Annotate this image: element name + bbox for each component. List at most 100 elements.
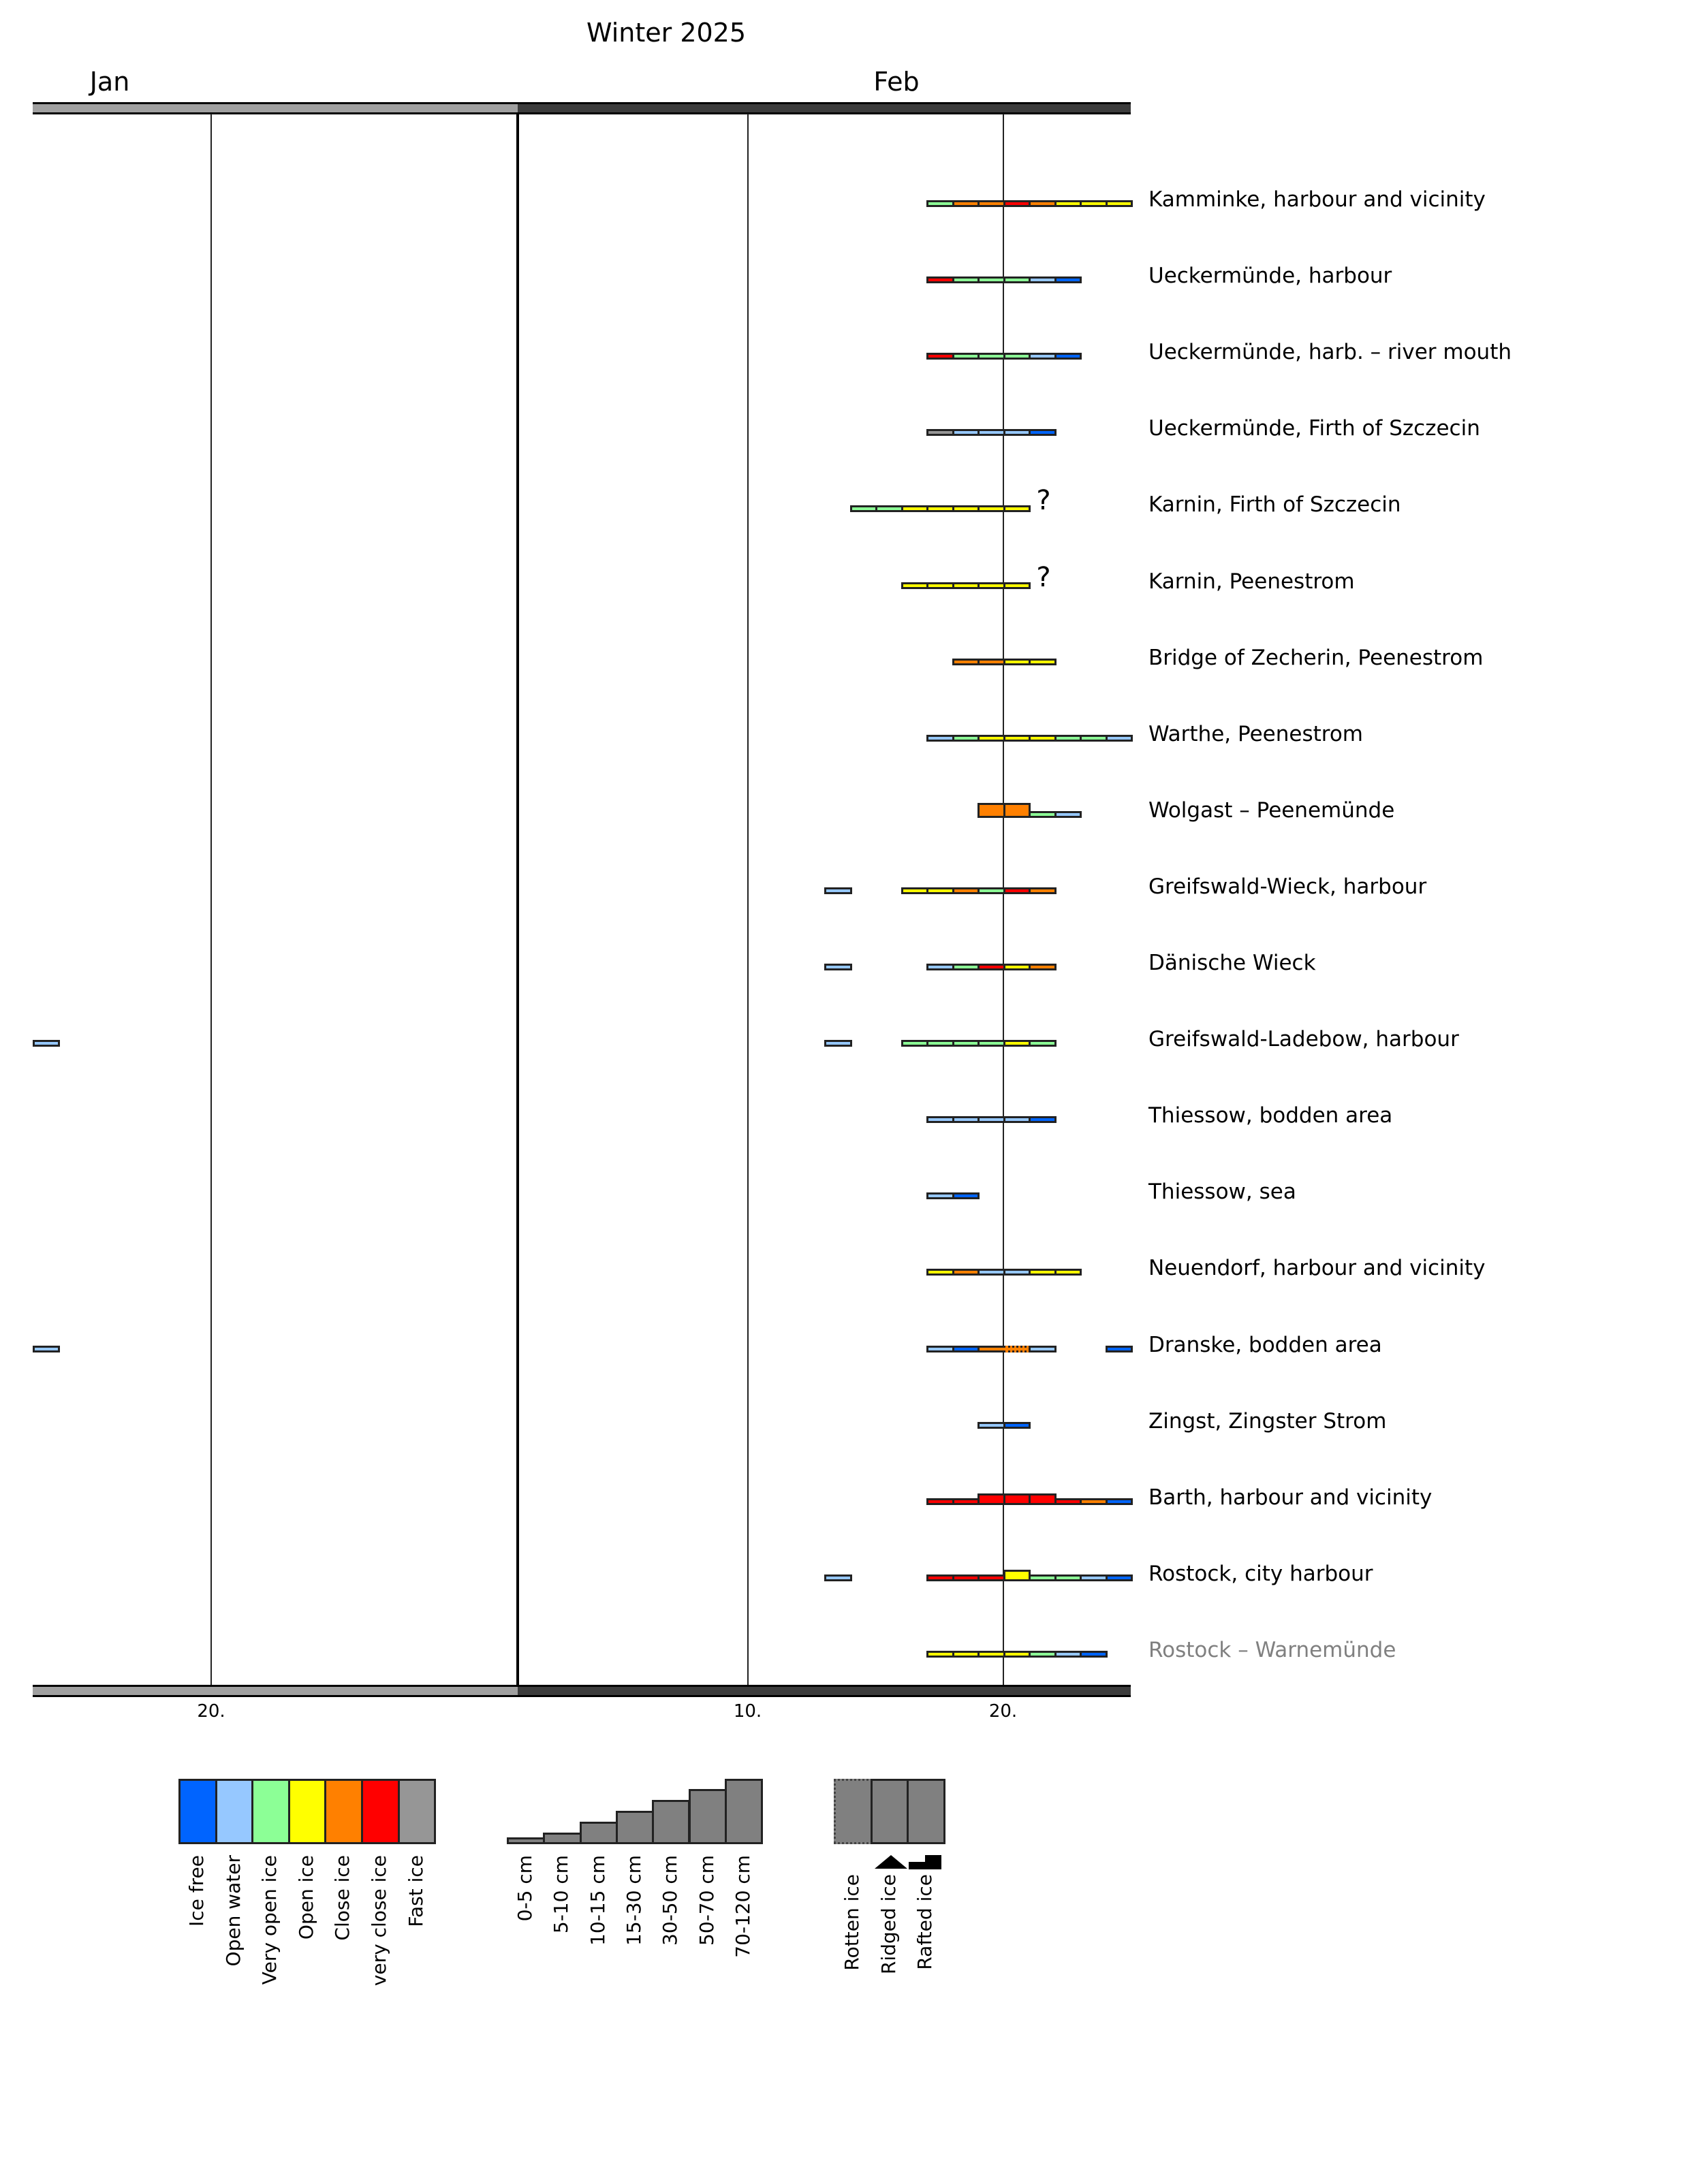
ice-cell-very-close-ice	[1003, 887, 1031, 894]
station-label: Ueckermünde, harbour	[1148, 264, 1392, 289]
ice-cell-close-ice	[1029, 200, 1057, 207]
ice-cell-very-close-ice	[1003, 1493, 1031, 1505]
station-label: Barth, harbour and vicinity	[1148, 1485, 1433, 1510]
ice-cell-open-water	[926, 1192, 954, 1200]
ice-cell-open-water	[824, 964, 852, 970]
legend-label: Ice free	[185, 1855, 208, 1927]
legend-thickness-bar	[507, 1837, 546, 1844]
ice-cell-very-close-ice	[1054, 1498, 1082, 1505]
ice-cell-very-close-ice	[1029, 1493, 1057, 1505]
legend-label: Ridged ice	[877, 1874, 900, 1975]
legend-thickness-bar	[688, 1789, 727, 1844]
legend-form-box	[907, 1779, 946, 1844]
legend-swatch-open-water	[215, 1779, 254, 1844]
ice-cell-open-ice	[926, 1269, 954, 1276]
legend-label: Rafted ice	[913, 1874, 937, 1970]
month-band-feb-bottom	[518, 1685, 1131, 1697]
ice-cell-open-water	[1054, 810, 1082, 818]
ice-cell-open-ice	[1003, 582, 1031, 589]
station-label: Ueckermünde, Firth of Szczecin	[1148, 416, 1480, 441]
ice-cell-close-ice	[977, 802, 1005, 818]
ice-cell-very-open-ice	[1003, 353, 1031, 360]
ice-cell-open-ice	[1029, 658, 1057, 665]
legend-label: 10-15 cm	[586, 1855, 609, 1946]
station-label: Ueckermünde, harb. – river mouth	[1148, 340, 1512, 365]
gridline	[210, 114, 212, 1685]
ice-cell-open-water	[977, 429, 1005, 437]
ice-cell-ice-free	[952, 1192, 980, 1200]
ice-cell-open-ice	[977, 582, 1005, 589]
legend-label: very close ice	[368, 1855, 390, 1987]
ice-cell-very-open-ice	[977, 276, 1005, 284]
legend-swatch-very-open-ice	[251, 1779, 290, 1844]
ice-cell-close-ice	[952, 200, 980, 207]
ice-cell-very-open-ice	[875, 505, 903, 513]
ice-cell-open-ice	[926, 582, 954, 589]
ice-cell-open-ice	[952, 582, 980, 589]
legend-swatch-very-close-ice	[361, 1779, 400, 1844]
ice-cell-ice-free	[1054, 276, 1082, 284]
ice-cell-open-water	[1029, 353, 1057, 360]
ice-cell-ice-free	[1105, 1345, 1133, 1352]
ice-cell-ice-free	[1080, 1650, 1108, 1658]
ice-cell-open-ice	[1029, 1269, 1057, 1276]
tick-label: 20.	[197, 1701, 225, 1722]
ice-cell-open-water	[926, 964, 954, 970]
legend-label: 15-30 cm	[622, 1855, 645, 1946]
ice-cell-very-open-ice	[977, 887, 1005, 894]
ice-cell-very-close-ice	[977, 1574, 1005, 1581]
ice-cell-fast-ice	[926, 429, 954, 437]
ice-cell-very-open-ice	[977, 353, 1005, 360]
ice-cell-very-open-ice	[901, 1040, 928, 1047]
legend-label: 5-10 cm	[550, 1855, 573, 1934]
ice-cell-open-water	[824, 1040, 852, 1047]
ice-cell-close-ice	[977, 200, 1005, 207]
ice-cell-open-water	[977, 1269, 1005, 1276]
ice-cell-open-water	[32, 1345, 60, 1352]
ice-cell-open-water	[1029, 1345, 1057, 1352]
legend-thickness-bar	[724, 1779, 764, 1844]
ice-cell-very-open-ice	[952, 964, 980, 970]
station-label: Dänische Wieck	[1148, 951, 1316, 975]
ice-cell-ice-free	[1029, 429, 1057, 437]
legend-label: 50-70 cm	[695, 1855, 718, 1946]
station-label: Karnin, Peenestrom	[1148, 569, 1355, 594]
station-label: Thiessow, sea	[1148, 1180, 1296, 1205]
station-label: Thiessow, bodden area	[1148, 1103, 1393, 1128]
ice-cell-open-water	[1003, 1269, 1031, 1276]
ice-cell-very-open-ice	[977, 1040, 1005, 1047]
ice-cell-very-open-ice	[1054, 1574, 1082, 1581]
ice-cell-very-open-ice	[849, 505, 877, 513]
ice-cell-close-ice	[977, 1345, 1005, 1352]
rafted-ice-icon	[909, 1862, 942, 1869]
ice-cell-open-water	[977, 1116, 1005, 1124]
ice-cell-open-water	[926, 1345, 954, 1352]
ice-cell-open-water	[926, 734, 954, 742]
ice-cell-very-close-ice	[926, 353, 954, 360]
ice-cell-ice-free	[1029, 1116, 1057, 1124]
station-label: Dranske, bodden area	[1148, 1332, 1382, 1357]
ice-cell-very-close-ice	[926, 1498, 954, 1505]
ice-cell-very-open-ice	[1003, 276, 1031, 284]
ice-cell-open-water	[1054, 1650, 1082, 1658]
ice-cell-open-ice	[926, 887, 954, 894]
ice-cell-open-water	[1029, 276, 1057, 284]
ice-cell-close-ice	[952, 1269, 980, 1276]
legend-label: Fast ice	[404, 1855, 427, 1927]
ice-cell-open-ice	[1003, 964, 1031, 970]
legend-label: 0-5 cm	[514, 1855, 536, 1922]
ice-cell-close-ice	[1080, 1498, 1108, 1505]
legend-thickness-bar	[652, 1800, 691, 1844]
legend-label: Open water	[221, 1855, 245, 1967]
ice-cell-close-ice	[1029, 964, 1057, 970]
month-band-jan-top	[33, 102, 518, 114]
ice-cell-open-ice	[926, 1650, 954, 1658]
ice-cell-open-water	[952, 1116, 980, 1124]
chart-title: Winter 2025	[586, 18, 747, 48]
station-label: Kamminke, harbour and vicinity	[1148, 187, 1486, 212]
ice-cell-open-ice	[977, 734, 1005, 742]
ridged-ice-icon	[874, 1855, 907, 1869]
station-label: Rostock – Warnemünde	[1148, 1637, 1396, 1662]
ice-cell-very-close-ice	[977, 964, 1005, 970]
station-label: Zingst, Zingster Strom	[1148, 1408, 1387, 1434]
